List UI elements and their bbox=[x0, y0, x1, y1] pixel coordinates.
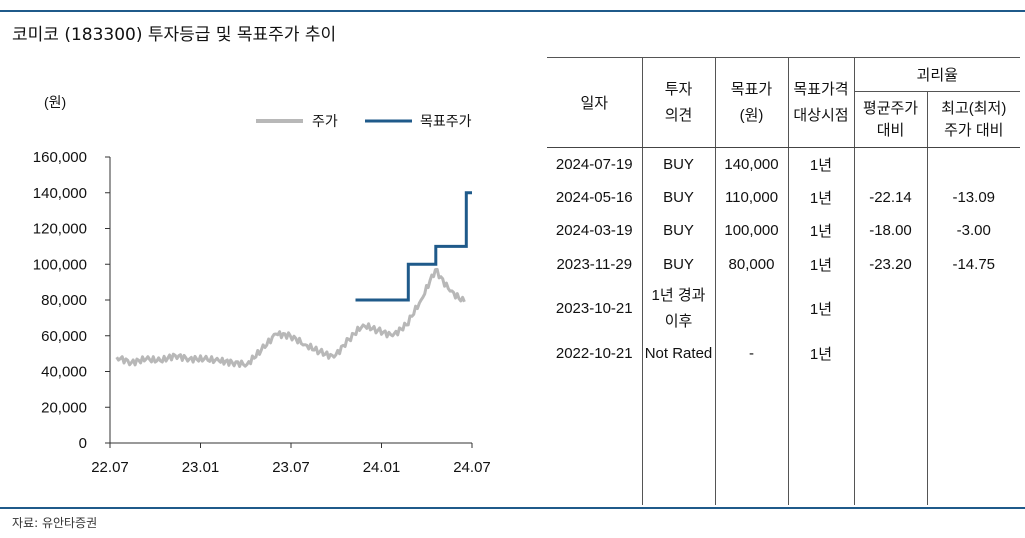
cell-avg bbox=[853, 280, 927, 337]
legend: 주가 목표주가 bbox=[256, 113, 472, 129]
table-filler-row bbox=[547, 369, 1020, 505]
legend-price-label: 주가 bbox=[312, 113, 338, 129]
y-tick-label: 100,000 bbox=[33, 256, 87, 273]
y-tick-label: 20,000 bbox=[41, 399, 87, 416]
cell-opinion: BUY bbox=[641, 213, 715, 248]
cell-target: 100,000 bbox=[714, 213, 788, 248]
cell-avg: -22.14 bbox=[853, 180, 927, 214]
table-row: 2022-10-21 Not Rated - 1년 bbox=[547, 336, 1020, 370]
header-period-line1: 목표가격 bbox=[793, 80, 849, 98]
cell-period: 1년 bbox=[787, 147, 854, 181]
cell-period: 1년 bbox=[787, 213, 854, 248]
cell-hilo: -3.00 bbox=[926, 213, 1020, 248]
table-row: 2023-10-21 1년 경과 이후 1년 bbox=[547, 280, 1020, 337]
top-rule bbox=[0, 10, 1025, 12]
table-row: 2024-03-19 BUY 100,000 1년 -18.00 -3.00 bbox=[547, 213, 1020, 248]
x-axis-ticks: 22.07 23.01 23.07 24.01 24.07 bbox=[91, 443, 491, 476]
cell-target: 80,000 bbox=[714, 247, 788, 281]
header-gap-label: 괴리율 bbox=[916, 67, 958, 84]
source-note: 자료: 유안타증권 bbox=[12, 516, 98, 530]
bottom-rule bbox=[0, 507, 1025, 509]
price-series-line bbox=[115, 267, 466, 368]
y-tick-label: 140,000 bbox=[33, 185, 87, 202]
header-date: 일자 bbox=[547, 57, 642, 148]
header-target-line2: (원) bbox=[739, 106, 764, 124]
price-chart: (원) 주가 목표주가 160,000 140,000 120,000 100,000… bbox=[33, 94, 491, 476]
cell-opinion: BUY bbox=[641, 247, 715, 281]
cell-period: 1년 bbox=[787, 247, 854, 281]
header-opinion-line2: 의견 bbox=[664, 106, 693, 124]
cell-date: 2024-03-19 bbox=[555, 222, 633, 239]
header-gap: 괴리율 bbox=[853, 57, 1020, 92]
x-tick-label: 24.07 bbox=[453, 459, 491, 476]
cell-opinion-line2: 이후 bbox=[664, 312, 693, 330]
cell-date: 2023-11-29 bbox=[556, 255, 633, 273]
table-row: 2023-11-29 BUY 80,000 1년 -23.20 -14.75 bbox=[547, 247, 1020, 281]
x-tick-label: 23.01 bbox=[182, 459, 220, 476]
header-opinion: 투자 의견 bbox=[641, 57, 715, 148]
header-date-label: 일자 bbox=[580, 95, 609, 112]
header-avg-line1: 평균주가 bbox=[862, 99, 919, 117]
target-price-series-line bbox=[355, 191, 472, 302]
cell-date: 2022-10-21 bbox=[555, 344, 633, 362]
cell-avg: -18.00 bbox=[853, 213, 927, 248]
cell-target bbox=[714, 280, 788, 337]
cell-opinion-line1: 1년 경과 bbox=[651, 286, 706, 304]
y-tick-label: 80,000 bbox=[41, 292, 87, 309]
header-target: 목표가 (원) bbox=[714, 57, 788, 148]
cell-hilo: -13.09 bbox=[926, 180, 1020, 214]
x-tick-label: 22.07 bbox=[91, 459, 129, 476]
y-tick-label: 60,000 bbox=[41, 328, 87, 345]
y-tick-label: 160,000 bbox=[33, 149, 87, 166]
y-unit-label: (원) bbox=[44, 94, 66, 110]
x-tick-label: 23.07 bbox=[272, 459, 310, 476]
y-tick-label: 120,000 bbox=[33, 221, 87, 238]
x-tick-label: 24.01 bbox=[363, 459, 401, 476]
cell-date: 2024-05-16 bbox=[555, 188, 633, 206]
cell-opinion: BUY bbox=[641, 180, 715, 214]
header-hilo: 최고(최저) 주가 대비 bbox=[926, 91, 1020, 148]
cell-hilo bbox=[926, 147, 1020, 181]
header-hilo-line1: 최고(최저) bbox=[941, 99, 1007, 117]
cell-date: 2023-10-21 bbox=[555, 300, 633, 317]
cell-opinion: 1년 경과 이후 bbox=[641, 280, 715, 337]
table-row: 2024-07-19 BUY 140,000 1년 bbox=[547, 147, 1020, 181]
cell-opinion: BUY bbox=[641, 147, 715, 181]
cell-hilo bbox=[926, 280, 1020, 337]
cell-period: 1년 bbox=[787, 180, 854, 214]
cell-avg: -23.20 bbox=[853, 247, 927, 281]
cell-avg bbox=[853, 336, 927, 370]
cell-period: 1년 bbox=[787, 336, 854, 370]
header-avg-line2: 대비 bbox=[876, 121, 905, 139]
cell-hilo: -14.75 bbox=[926, 247, 1020, 281]
cell-period: 1년 bbox=[787, 280, 854, 337]
page-title: 코미코 (183300) 투자등급 및 목표주가 추이 bbox=[12, 25, 337, 45]
header-avg: 평균주가 대비 bbox=[853, 91, 927, 148]
cell-hilo bbox=[926, 336, 1020, 370]
rating-history-table: 일자 투자 의견 목표가 (원) 목표가격 대상시점 괴리율 평균주가 대비 최… bbox=[547, 57, 1020, 505]
y-tick-label: 40,000 bbox=[41, 364, 87, 381]
cell-target: 140,000 bbox=[714, 147, 788, 181]
header-opinion-line1: 투자 bbox=[664, 80, 693, 98]
header-period-line2: 대상시점 bbox=[793, 106, 849, 124]
cell-target: - bbox=[714, 336, 788, 370]
cell-avg bbox=[853, 147, 927, 181]
header-period: 목표가격 대상시점 bbox=[787, 57, 854, 148]
header-target-line1: 목표가 bbox=[730, 80, 773, 98]
y-axis-ticks: 160,000 140,000 120,000 100,000 80,000 60,000… bbox=[33, 149, 111, 452]
header-hilo-line2: 주가 대비 bbox=[944, 121, 1004, 139]
cell-opinion: Not Rated bbox=[641, 336, 715, 370]
cell-date: 2024-07-19 bbox=[555, 155, 633, 173]
y-tick-label: 0 bbox=[79, 435, 87, 452]
legend-target-label: 목표주가 bbox=[420, 113, 472, 129]
table-row: 2024-05-16 BUY 110,000 1년 -22.14 -13.09 bbox=[547, 180, 1020, 214]
cell-target: 110,000 bbox=[714, 180, 788, 214]
